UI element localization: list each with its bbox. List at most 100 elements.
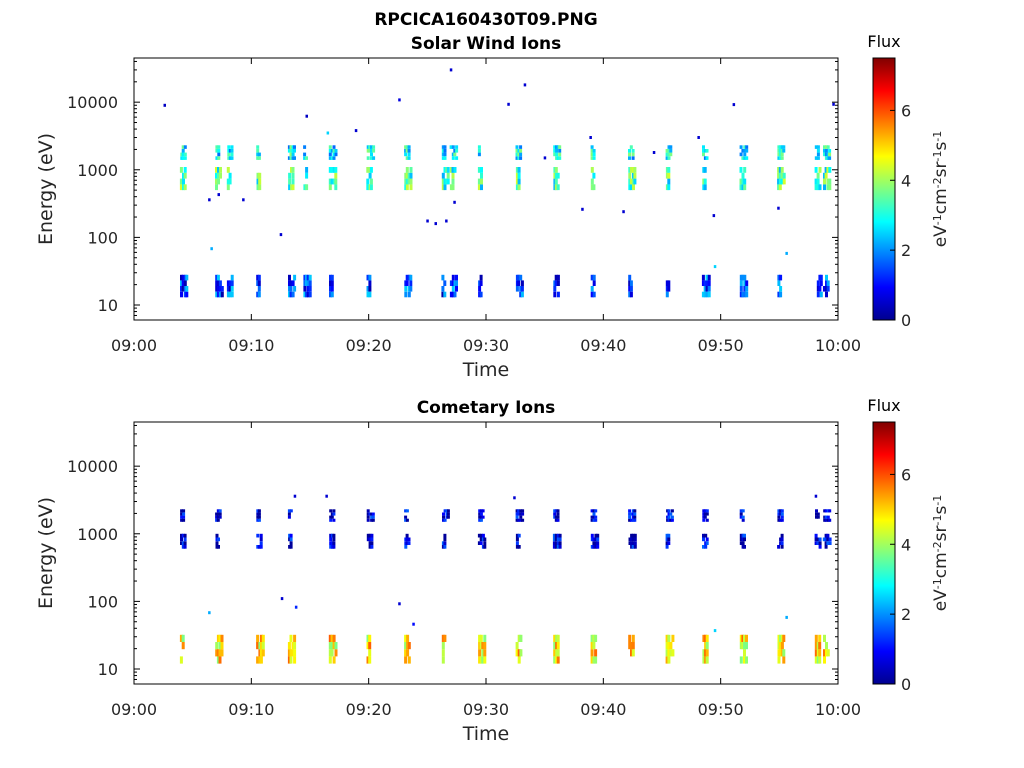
spectrogram-cell [558, 537, 562, 542]
spectrogram-cell [328, 156, 332, 160]
spectrogram-cell [481, 649, 485, 657]
spectrogram-cell [554, 537, 558, 542]
spectrogram-cell [556, 512, 560, 516]
spectrogram-cell [519, 286, 523, 292]
spectrogram-cell [743, 280, 747, 286]
spectrogram-cell [703, 167, 707, 173]
spectrogram-cell [449, 145, 453, 149]
spectrogram-cell [366, 537, 370, 542]
spectrogram-cell [228, 172, 232, 179]
spectrogram-cell [181, 533, 185, 538]
spectrogram-cell [289, 152, 293, 157]
spectrogram-cell [782, 172, 786, 179]
spectrogram-cell [628, 537, 632, 542]
spectrogram-cell [404, 518, 408, 522]
spectrogram-cell [818, 537, 822, 542]
spectrogram-cell [215, 274, 219, 281]
spectrogram-cell [442, 518, 445, 522]
spectrogram-cell [370, 537, 374, 542]
spectrogram-cell [257, 274, 261, 281]
spectrogram-cell [332, 656, 336, 664]
spectrogram-cell [630, 518, 633, 522]
spectrogram-cell [183, 145, 187, 149]
spectrogram-cell [407, 149, 411, 153]
spectrogram-cell [366, 634, 370, 642]
spectrogram-cell [780, 509, 784, 513]
spectrogram-cell [633, 172, 637, 179]
spectrogram-cell [629, 184, 633, 191]
spectrogram-cell [258, 172, 262, 179]
spectrogram-cell [782, 145, 786, 149]
panel-title: Cometary Ions [417, 398, 556, 418]
spectrogram-cell [780, 533, 784, 538]
spectrogram-cell [181, 145, 185, 149]
spectrogram-cell [215, 533, 219, 538]
spectrogram-cell [451, 178, 455, 185]
spectrogram-cell [257, 152, 261, 157]
spectrogram-cell [329, 541, 333, 545]
spectrogram-cell [705, 280, 709, 286]
spectrogram-cell [371, 518, 375, 522]
spectrogram-cell [289, 634, 293, 642]
spectrogram-cell [628, 274, 632, 281]
spectrogram-cell [181, 634, 185, 642]
spectrogram-cell [520, 286, 524, 292]
spectrogram-cell [443, 145, 447, 149]
spectrogram-cell [289, 656, 293, 664]
spectrogram-cell [590, 518, 594, 522]
spectrogram-cell [594, 634, 598, 642]
spectrogram-cell [779, 149, 783, 153]
spectrogram-point [713, 265, 717, 269]
spectrogram-cell [779, 642, 782, 650]
spectrogram-cell [553, 291, 557, 298]
spectrogram-cell [329, 509, 333, 513]
spectrogram-cell [824, 541, 828, 545]
spectrogram-cell [477, 167, 481, 173]
spectrogram-cell [739, 537, 743, 542]
spectrogram-cell [477, 145, 481, 149]
spectrogram-cell [592, 291, 596, 298]
spectrogram-cell [631, 149, 635, 153]
spectrogram-cell [743, 291, 747, 298]
spectrogram-cell [259, 649, 263, 657]
spectrogram-cell [739, 178, 743, 185]
spectrogram-cell [256, 156, 260, 160]
spectrogram-cell [179, 167, 183, 173]
spectrogram-cell [483, 541, 487, 545]
spectrogram-cell [816, 512, 820, 516]
spectrogram-cell [633, 533, 637, 538]
spectrogram-cell [743, 533, 746, 538]
spectrogram-cell [780, 178, 784, 185]
spectrogram-cell [228, 149, 232, 153]
spectrogram-cell [780, 518, 784, 522]
spectrogram-cell [826, 286, 830, 292]
spectrogram-cell [370, 533, 374, 538]
spectrogram-cell [409, 280, 413, 286]
spectrogram-cell [451, 280, 455, 286]
spectrogram-cell [780, 541, 784, 545]
spectrogram-cell [590, 656, 594, 664]
spectrogram-cell [215, 149, 219, 153]
spectrogram-cell [443, 156, 447, 160]
x-tick-label: 10:00 [815, 336, 861, 355]
spectrogram-cell [630, 545, 634, 549]
spectrogram-cell [782, 178, 786, 185]
spectrogram-cell [739, 280, 743, 286]
spectrogram-cell [816, 152, 820, 157]
spectrogram-cell [554, 280, 558, 286]
spectrogram-cell [665, 533, 669, 538]
spectrogram-cell [288, 184, 292, 191]
spectrogram-cell [665, 642, 669, 650]
spectrogram-cell [481, 515, 485, 519]
spectrogram-cell [739, 286, 743, 292]
spectrogram-cell [215, 286, 219, 292]
colorbar-tick-label: 0 [901, 311, 911, 330]
spectrogram-cell [553, 286, 557, 292]
spectrogram-cell [230, 291, 234, 298]
spectrogram-cell [256, 149, 260, 153]
spectrogram-cell [183, 280, 187, 286]
spectrogram-cell [404, 642, 408, 650]
spectrogram-cell [366, 274, 370, 281]
y-tick-label: 10000 [67, 93, 118, 112]
spectrogram-cell [558, 149, 562, 153]
